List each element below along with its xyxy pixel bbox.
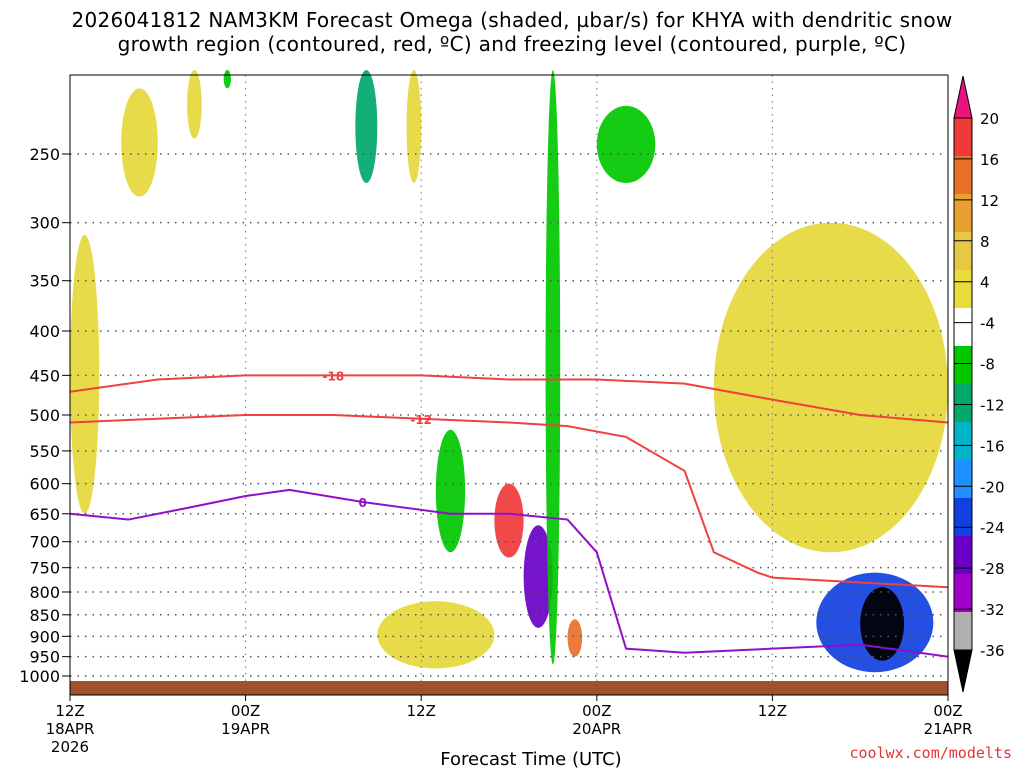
- y-tick-label: 800: [29, 583, 60, 602]
- omega-region: [860, 587, 905, 661]
- colorbar-segment: [954, 498, 972, 537]
- colorbar-label: -12: [980, 396, 1005, 414]
- colorbar-label: -20: [980, 478, 1005, 496]
- x-axis-label: Forecast Time (UTC): [440, 749, 621, 768]
- colorbar-segment: [954, 612, 972, 651]
- x-tick-label: 00Z: [231, 702, 260, 720]
- colorbar-label: 16: [980, 151, 999, 169]
- y-tick-label: 1000: [19, 667, 60, 686]
- x-tick-label: 20APR: [572, 720, 621, 738]
- colorbar-label: 20: [980, 110, 999, 128]
- colorbar-label: -36: [980, 642, 1005, 660]
- chart-title: 2026041812 NAM3KM Forecast Omega (shaded…: [0, 8, 1024, 56]
- y-tick-label: 300: [29, 214, 60, 233]
- colorbar-label: 4: [980, 274, 990, 292]
- y-tick-label: 500: [29, 406, 60, 425]
- y-tick-label: 350: [29, 272, 60, 291]
- colorbar-bottom-arrow: [953, 649, 973, 693]
- chart-title-line2: growth region (contoured, red, ºC) and f…: [117, 32, 907, 56]
- y-tick-label: 400: [29, 322, 60, 341]
- omega-region: [713, 222, 948, 553]
- x-tick-label: 19APR: [221, 720, 270, 738]
- contour-dgz-minus12: -12: [69, 413, 949, 589]
- colorbar-label: -8: [980, 356, 995, 374]
- chart-title-line1: 2026041812 NAM3KM Forecast Omega (shaded…: [71, 8, 953, 32]
- colorbar-label: 8: [980, 233, 990, 251]
- y-tick-label: 600: [29, 475, 60, 494]
- omega-region: [406, 70, 422, 183]
- omega-region: [545, 70, 561, 665]
- colorbar-segment: [954, 194, 972, 233]
- omega-region: [494, 483, 524, 558]
- omega-region: [223, 70, 231, 89]
- x-tick-label: 12Z: [758, 702, 787, 720]
- colorbar-segment: [954, 156, 972, 195]
- omega-region: [377, 601, 495, 669]
- contour-freezing-level-line: [69, 488, 949, 658]
- contour-dgz-minus18: -18: [69, 369, 949, 424]
- omega-region: [435, 429, 466, 553]
- colorbar-segment: [954, 118, 972, 157]
- colorbar-label: -24: [980, 519, 1005, 537]
- y-tick-label: 250: [29, 145, 60, 164]
- y-tick-label: 550: [29, 442, 60, 461]
- x-tick-label: 21APR: [924, 720, 973, 738]
- colorbar-segment: [954, 232, 972, 271]
- y-tick-label: 850: [29, 606, 60, 625]
- colorbar-segment: [954, 346, 972, 385]
- omega-region: [121, 88, 158, 197]
- colorbar-segment: [954, 422, 972, 461]
- colorbar-label: -4: [980, 315, 995, 333]
- colorbar-label: -16: [980, 437, 1005, 455]
- plot-frame: [69, 74, 949, 696]
- colorbar-segment: [954, 384, 972, 423]
- y-tick-label: 650: [29, 505, 60, 524]
- colorbar-label: -28: [980, 560, 1005, 578]
- x-tick-label: 18APR: [46, 720, 95, 738]
- colorbar: 20 16 12 8 4 -4 -8 -12 -16 -20 -24 -28 -32 -36: [953, 75, 1005, 693]
- omega-region: [355, 70, 378, 183]
- y-tick-label: 700: [29, 533, 60, 552]
- contour-dgz-minus12-line: [69, 414, 949, 589]
- omega-region: [70, 235, 100, 514]
- contour-freezing-level-label: 0: [358, 496, 366, 510]
- colorbar-label: 12: [980, 192, 999, 210]
- colorbar-segment: [954, 270, 972, 309]
- x-tick-label: 12Z: [407, 702, 436, 720]
- y-axis: 250 300 350 400 450 500 550 600 650 700 750 800 850 9…: [19, 145, 70, 686]
- x-tick-label: 00Z: [933, 702, 962, 720]
- colorbar-top-arrow: [953, 75, 973, 119]
- ground-strip: [70, 681, 948, 695]
- credit-link[interactable]: coolwx.com/modelts: [849, 744, 1012, 762]
- omega-region: [523, 525, 553, 628]
- contour-dgz-minus12-label: -12: [410, 413, 432, 427]
- omega-region: [596, 105, 656, 183]
- y-tick-label: 950: [29, 648, 60, 667]
- omega-region: [567, 619, 583, 657]
- colorbar-segment: [954, 460, 972, 499]
- x-tick-label: 12Z: [55, 702, 84, 720]
- contour-dgz-minus18-line: [69, 374, 949, 424]
- y-tick-label: 900: [29, 627, 60, 646]
- x-tick-label: 00Z: [582, 702, 611, 720]
- contour-freezing-level: 0: [69, 488, 949, 658]
- y-tick-label: 450: [29, 366, 60, 385]
- contour-dgz-minus18-label: -18: [323, 369, 345, 383]
- colorbar-segment: [954, 308, 972, 347]
- colorbar-segment: [954, 574, 972, 613]
- y-tick-label: 750: [29, 559, 60, 578]
- omega-region: [187, 70, 202, 139]
- x-tick-label: 2026: [51, 738, 89, 756]
- omega-regions: [70, 70, 948, 673]
- colorbar-segment: [954, 536, 972, 575]
- colorbar-label: -32: [980, 601, 1005, 619]
